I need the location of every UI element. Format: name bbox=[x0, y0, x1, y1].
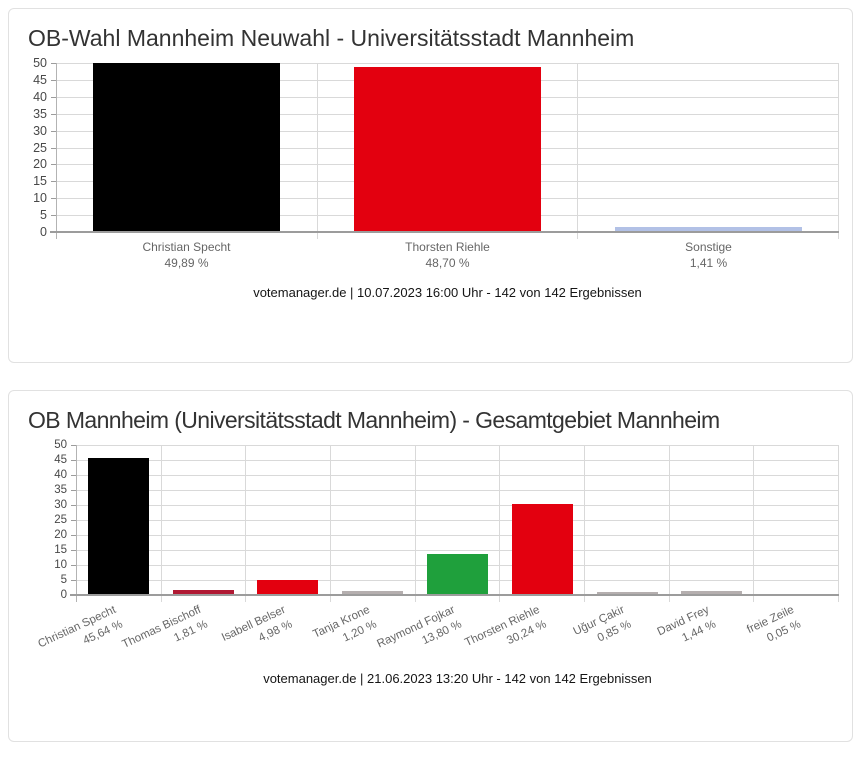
chart-card-gesamtgebiet: OB Mannheim (Universitätsstadt Mannheim)… bbox=[8, 390, 853, 742]
y-tick-label: 5 bbox=[22, 573, 67, 587]
y-tick-label: 0 bbox=[22, 588, 67, 602]
y-tick-label: 20 bbox=[22, 528, 67, 542]
y-tick-label: 15 bbox=[22, 543, 67, 557]
y-tick-label: 30 bbox=[22, 124, 47, 138]
y-tick-label: 45 bbox=[22, 453, 67, 467]
category-band bbox=[317, 63, 578, 232]
candidate-percent: 48,70 % bbox=[317, 256, 578, 272]
plot-area bbox=[56, 63, 839, 232]
bar[interactable] bbox=[88, 458, 149, 595]
chart-caption: votemanager.de | 21.06.2023 13:20 Uhr - … bbox=[76, 671, 839, 686]
category-band bbox=[669, 445, 754, 595]
category-band bbox=[754, 445, 839, 595]
candidate-name: Sonstige bbox=[578, 240, 839, 256]
bar[interactable] bbox=[512, 504, 573, 595]
chart-title: OB-Wahl Mannheim Neuwahl - Universitätss… bbox=[28, 23, 839, 53]
chart-caption: votemanager.de | 10.07.2023 16:00 Uhr - … bbox=[56, 285, 839, 300]
y-tick-label: 30 bbox=[22, 498, 67, 512]
candidate-name: Christian Specht bbox=[56, 240, 317, 256]
y-tick-label: 25 bbox=[22, 141, 47, 155]
y-tick-label: 20 bbox=[22, 157, 47, 171]
x-axis-line bbox=[70, 594, 839, 596]
bar[interactable] bbox=[354, 67, 542, 232]
chart-title: OB Mannheim (Universitätsstadt Mannheim)… bbox=[28, 405, 839, 435]
bars-layer bbox=[76, 445, 839, 595]
category-band bbox=[56, 63, 317, 232]
y-tick-label: 35 bbox=[22, 107, 47, 121]
category-band bbox=[246, 445, 331, 595]
y-tick-label: 45 bbox=[22, 73, 47, 87]
y-tick-label: 35 bbox=[22, 483, 67, 497]
y-tick-label: 50 bbox=[22, 438, 67, 452]
candidate-percent: 49,89 % bbox=[56, 256, 317, 272]
y-tick-label: 50 bbox=[22, 56, 47, 70]
y-tick-label: 40 bbox=[22, 468, 67, 482]
bar[interactable] bbox=[93, 63, 281, 232]
category-band bbox=[161, 445, 246, 595]
y-tick-label: 0 bbox=[22, 225, 47, 239]
y-tick-label: 40 bbox=[22, 90, 47, 104]
category-band bbox=[330, 445, 415, 595]
bars-layer bbox=[56, 63, 839, 232]
category-band bbox=[500, 445, 585, 595]
bar[interactable] bbox=[257, 580, 318, 595]
y-tick-label: 25 bbox=[22, 513, 67, 527]
y-tick-label: 10 bbox=[22, 558, 67, 572]
category-band bbox=[76, 445, 161, 595]
candidate-percent: 1,41 % bbox=[578, 256, 839, 272]
category-band bbox=[415, 445, 500, 595]
y-tick-label: 10 bbox=[22, 191, 47, 205]
y-tick-label: 5 bbox=[22, 208, 47, 222]
category-band bbox=[578, 63, 839, 232]
y-tick-label: 15 bbox=[22, 174, 47, 188]
candidate-name: Thorsten Riehle bbox=[317, 240, 578, 256]
plot-area bbox=[76, 445, 839, 595]
chart-card-neuwahl: OB-Wahl Mannheim Neuwahl - Universitätss… bbox=[8, 8, 853, 363]
bar[interactable] bbox=[427, 554, 488, 595]
x-axis-line bbox=[50, 231, 839, 233]
category-band bbox=[585, 445, 670, 595]
